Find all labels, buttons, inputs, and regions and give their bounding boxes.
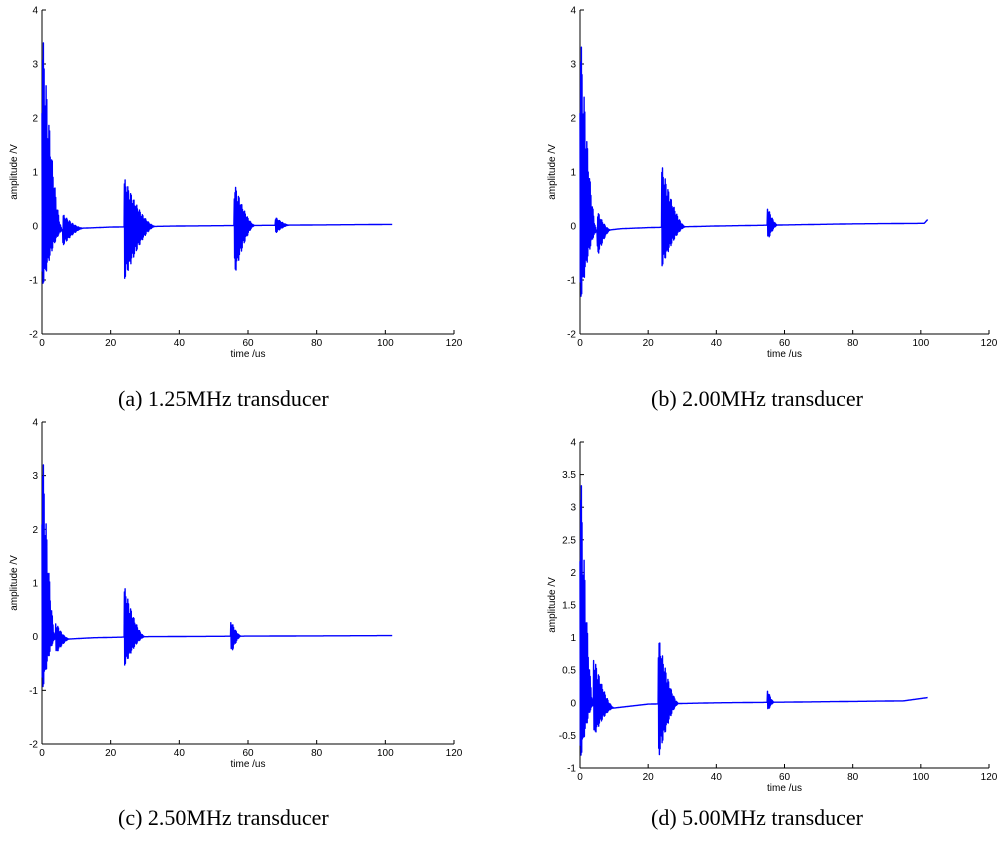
x-tick-label: 60 bbox=[242, 748, 254, 759]
waveform-series-line bbox=[41, 464, 393, 688]
y-tick-label: -1 bbox=[567, 276, 576, 287]
chart-panel-a: 0 20 40 60 80 100 120 -2 -1 0 1 2 3 4 time /us amplitud… bbox=[9, 6, 463, 361]
caption-b: (b) 2.00MHz transducer bbox=[651, 386, 863, 411]
x-tick-label: 100 bbox=[377, 748, 394, 759]
y-tick-label: 4 bbox=[32, 6, 38, 17]
x-tick-label: 40 bbox=[174, 748, 186, 759]
y-axis-label: amplitude /V bbox=[547, 144, 558, 200]
x-tick-label: 60 bbox=[779, 338, 791, 349]
x-tick-label: 120 bbox=[981, 772, 998, 783]
x-tick-label: 20 bbox=[105, 338, 117, 349]
y-tick-label: 2 bbox=[570, 568, 576, 579]
y-tick-label: 3 bbox=[32, 471, 38, 482]
x-tick-label: 0 bbox=[577, 338, 583, 349]
y-tick-label: 1 bbox=[570, 633, 576, 644]
x-tick-label: 40 bbox=[174, 338, 186, 349]
y-tick-label: 3 bbox=[32, 60, 38, 71]
x-tick-label: 100 bbox=[912, 772, 929, 783]
y-tick-label: 3 bbox=[570, 60, 576, 71]
y-tick-label: 4 bbox=[570, 438, 576, 449]
x-tick-label: 120 bbox=[446, 748, 463, 759]
y-tick-label: -1 bbox=[29, 276, 38, 287]
x-tick-label: 0 bbox=[577, 772, 583, 783]
x-tick-label: 60 bbox=[242, 338, 254, 349]
y-tick-label: 0 bbox=[32, 222, 38, 233]
y-tick-label: 1 bbox=[32, 168, 38, 179]
y-tick-label: 3.5 bbox=[562, 470, 576, 481]
chart-panel-d: 0 20 40 60 80 100 120 -1 -0.5 0 0.5 1 1.5 2 2.5 3 3.5 4 ti… bbox=[547, 438, 998, 795]
x-tick-label: 80 bbox=[311, 748, 323, 759]
x-tick-label: 20 bbox=[643, 772, 655, 783]
y-tick-label: 4 bbox=[32, 418, 38, 429]
x-tick-label: 40 bbox=[711, 338, 723, 349]
y-tick-label: -2 bbox=[29, 330, 38, 341]
x-axis-label: time /us bbox=[230, 349, 265, 360]
x-tick-label: 80 bbox=[311, 338, 323, 349]
y-tick-label: 0 bbox=[570, 698, 576, 709]
y-tick-label: -1 bbox=[29, 686, 38, 697]
x-tick-label: 120 bbox=[981, 338, 998, 349]
y-tick-label: 0.5 bbox=[562, 666, 576, 677]
waveform-series-line bbox=[41, 42, 393, 284]
chart-panel-c: 0 20 40 60 80 100 120 -2 -1 0 1 2 3 4 time /us amplitud… bbox=[9, 418, 463, 771]
x-tick-label: 120 bbox=[446, 338, 463, 349]
x-tick-label: 100 bbox=[912, 338, 929, 349]
x-tick-label: 100 bbox=[377, 338, 394, 349]
y-tick-label: 2 bbox=[32, 114, 38, 125]
x-tick-label: 0 bbox=[39, 748, 45, 759]
y-tick-label: 1 bbox=[570, 168, 576, 179]
y-tick-label: 0 bbox=[32, 632, 38, 643]
y-tick-label: -0.5 bbox=[559, 731, 577, 742]
caption-c: (c) 2.50MHz transducer bbox=[118, 805, 329, 830]
x-tick-label: 20 bbox=[105, 748, 117, 759]
y-axis-label: amplitude /V bbox=[547, 577, 558, 633]
x-tick-label: 80 bbox=[847, 772, 859, 783]
x-axis-label: time /us bbox=[767, 783, 802, 794]
y-tick-label: 1.5 bbox=[562, 601, 576, 612]
x-tick-label: 60 bbox=[779, 772, 791, 783]
y-axis-label: amplitude /V bbox=[9, 555, 20, 611]
y-tick-label: 4 bbox=[570, 6, 576, 17]
y-tick-label: -2 bbox=[29, 740, 38, 751]
y-tick-label: 3 bbox=[570, 503, 576, 514]
waveform-series-line bbox=[579, 46, 929, 297]
caption-d: (d) 5.00MHz transducer bbox=[651, 805, 863, 830]
y-tick-label: 2.5 bbox=[562, 535, 576, 546]
y-tick-label: 2 bbox=[32, 525, 38, 536]
x-axis-label: time /us bbox=[767, 349, 802, 360]
x-tick-label: 80 bbox=[847, 338, 859, 349]
y-tick-label: -2 bbox=[567, 330, 576, 341]
y-tick-label: 2 bbox=[570, 114, 576, 125]
x-tick-label: 0 bbox=[39, 338, 45, 349]
waveform-series-line bbox=[579, 485, 928, 756]
x-axis-label: time /us bbox=[230, 759, 265, 770]
chart-panel-b: 0 20 40 60 80 100 120 -2 -1 0 1 2 3 4 time /us amplitud… bbox=[547, 6, 998, 361]
y-tick-label: 1 bbox=[32, 579, 38, 590]
x-tick-label: 40 bbox=[711, 772, 723, 783]
caption-a: (a) 1.25MHz transducer bbox=[118, 386, 329, 411]
y-axis-label: amplitude /V bbox=[9, 144, 20, 200]
x-tick-label: 20 bbox=[643, 338, 655, 349]
y-tick-label: 0 bbox=[570, 222, 576, 233]
y-tick-label: -1 bbox=[567, 764, 576, 775]
